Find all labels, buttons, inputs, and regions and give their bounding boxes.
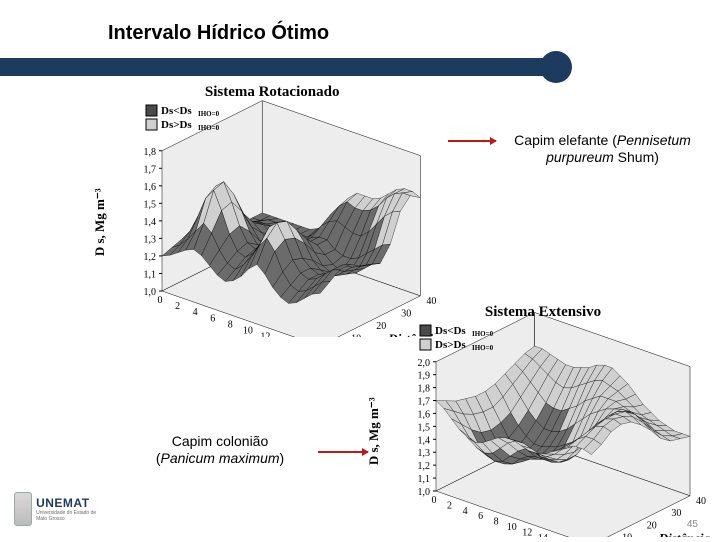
svg-text:Ds>Ds: Ds>Ds [161,119,192,131]
svg-text:Ds>Ds: Ds>Ds [435,339,466,351]
svg-text:40: 40 [696,496,706,507]
svg-text:6: 6 [478,511,483,522]
svg-text:IHO=0: IHO=0 [472,330,494,338]
svg-text:1,7: 1,7 [418,397,431,408]
surface-plot-2: 1,0 1,1 1,2 1,3 1,4 1,5 1,61,7 1,8 1,9 2,0 02468 10… [360,302,712,537]
svg-text:2: 2 [447,500,452,511]
svg-text:Distância, m: Distância, m [658,530,712,537]
svg-text:Distância, m: Distância, m [469,534,538,537]
svg-text:1,1: 1,1 [418,474,431,485]
svg-text:IHO=0: IHO=0 [472,344,494,352]
svg-text:20: 20 [647,520,657,531]
svg-text:8: 8 [228,319,233,330]
annotation-capim-coloniao: Capim colonião (Panicum maximum) [130,433,310,467]
svg-text:1,4: 1,4 [418,435,431,446]
svg-text:4: 4 [193,307,198,318]
svg-text:1,8: 1,8 [418,384,431,395]
svg-text:8: 8 [494,517,499,528]
svg-text:IHO=0: IHO=0 [198,110,220,118]
chart-rotacionado: 1,01,11,21,31,41,51,61,71,80246810121416… [86,82,444,337]
arrow-icon [448,140,496,142]
svg-text:0: 0 [158,295,163,306]
svg-text:30: 30 [671,508,681,519]
svg-text:10: 10 [622,533,632,537]
svg-text:Ds<Ds: Ds<Ds [161,105,192,117]
svg-text:Sistema Extensivo: Sistema Extensivo [485,304,601,320]
annotation-capim-elefante: Capim elefante (Pennisetum purpureum Shu… [500,132,705,166]
slide: Intervalo Hídrico Ótimo 1,01,11,21,31,41… [0,0,720,540]
logo-text: UNEMAT Universidade do Estado de Mato Gr… [36,496,102,522]
svg-text:10: 10 [507,522,517,533]
chart-extensivo: 1,0 1,1 1,2 1,3 1,4 1,5 1,61,7 1,8 1,9 2,0 02468 10… [360,302,712,537]
svg-text:1,2: 1,2 [144,252,157,263]
svg-text:0: 0 [432,495,437,506]
svg-text:2,0: 2,0 [418,358,431,369]
svg-text:1,3: 1,3 [144,234,157,245]
svg-text:1,9: 1,9 [418,371,431,382]
svg-text:Distância, m: Distância, m [196,334,265,337]
svg-text:Ds<Ds: Ds<Ds [435,325,466,337]
svg-text:1,4: 1,4 [144,217,157,228]
slide-number: 45 [687,519,698,530]
svg-text:1,5: 1,5 [144,199,157,210]
svg-text:1,5: 1,5 [418,422,431,433]
svg-text:1,0: 1,0 [144,287,157,298]
footer-logo: UNEMAT Universidade do Estado de Mato Gr… [14,488,102,530]
svg-text:4: 4 [463,506,468,517]
svg-text:14: 14 [538,533,548,537]
header-bar [0,58,550,76]
svg-text:IHO=0: IHO=0 [198,124,220,132]
svg-text:1,7: 1,7 [144,164,157,175]
svg-text:1,1: 1,1 [144,269,157,280]
svg-text:1,6: 1,6 [418,409,431,420]
logo-badge-icon [14,492,32,526]
svg-text:D s, Mg m⁻³: D s, Mg m⁻³ [92,188,107,256]
svg-text:1,0: 1,0 [418,487,431,498]
surface-plot-1: 1,01,11,21,31,41,51,61,71,80246810121416… [86,82,444,337]
header-bar-cap [540,51,572,83]
svg-text:1,6: 1,6 [144,182,157,193]
svg-text:1,8: 1,8 [144,147,157,158]
slide-title: Intervalo Hídrico Ótimo [108,22,329,45]
svg-text:6: 6 [210,313,215,324]
arrow-icon [318,451,368,453]
svg-text:1,3: 1,3 [418,448,431,459]
svg-text:Sistema Rotacionado: Sistema Rotacionado [205,84,340,100]
svg-text:1,2: 1,2 [418,461,431,472]
svg-text:2: 2 [175,301,180,312]
